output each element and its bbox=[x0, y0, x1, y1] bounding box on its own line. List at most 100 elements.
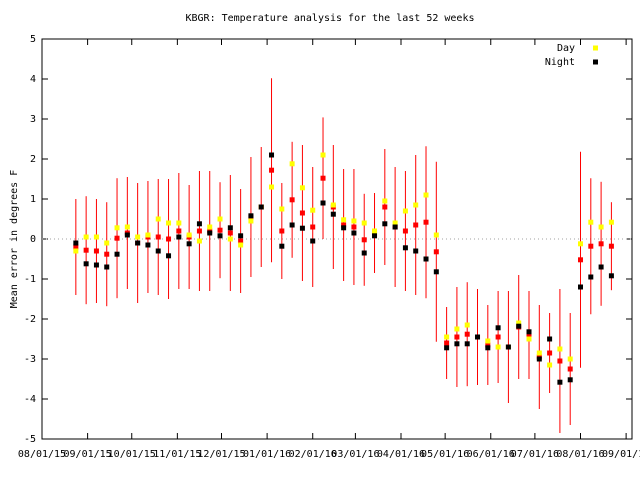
data-point bbox=[598, 224, 604, 230]
x-tick-label: 06/01/16 bbox=[467, 449, 515, 460]
data-point bbox=[588, 274, 594, 280]
data-point bbox=[444, 340, 450, 346]
data-point bbox=[299, 210, 305, 216]
data-point bbox=[320, 152, 326, 158]
data-point bbox=[166, 220, 172, 226]
x-tick-label: 12/01/15 bbox=[197, 449, 245, 460]
data-point bbox=[320, 200, 326, 206]
data-point bbox=[155, 248, 161, 254]
x-tick-label: 10/01/15 bbox=[108, 449, 156, 460]
data-point bbox=[248, 213, 254, 219]
data-point bbox=[444, 345, 450, 351]
data-point bbox=[73, 240, 79, 246]
data-point bbox=[114, 225, 120, 231]
data-point bbox=[372, 228, 378, 234]
data-point bbox=[361, 237, 367, 243]
data-point bbox=[341, 222, 347, 228]
x-tick-label: 01/01/16 bbox=[243, 449, 291, 460]
data-point bbox=[454, 326, 460, 332]
legend-marker bbox=[593, 45, 598, 51]
data-point bbox=[547, 350, 553, 356]
data-point bbox=[372, 233, 378, 239]
data-point bbox=[413, 222, 419, 228]
data-point bbox=[269, 184, 275, 190]
data-point bbox=[402, 245, 408, 251]
data-point bbox=[217, 216, 223, 222]
data-point bbox=[135, 240, 141, 246]
data-point bbox=[217, 227, 223, 233]
data-point bbox=[114, 235, 120, 241]
data-point bbox=[279, 243, 285, 249]
data-point bbox=[547, 362, 553, 368]
data-point bbox=[186, 232, 192, 238]
legend-marker bbox=[593, 59, 598, 65]
x-tick-label: 04/01/16 bbox=[377, 449, 425, 460]
data-point bbox=[330, 202, 336, 208]
data-point bbox=[196, 221, 202, 227]
data-point bbox=[567, 366, 573, 372]
x-tick-label: 03/01/16 bbox=[331, 449, 379, 460]
x-tick-label: 08/01/15 bbox=[18, 449, 66, 460]
data-point bbox=[423, 219, 429, 225]
data-point bbox=[536, 350, 542, 356]
data-point bbox=[402, 208, 408, 214]
data-point bbox=[341, 217, 347, 223]
data-point bbox=[310, 238, 316, 244]
legend-label: Day bbox=[557, 43, 575, 54]
x-tick-label: 07/01/16 bbox=[511, 449, 559, 460]
y-tick-label: 2 bbox=[30, 154, 36, 165]
data-point bbox=[124, 232, 130, 238]
data-point bbox=[145, 242, 151, 248]
data-point bbox=[588, 219, 594, 225]
data-point bbox=[608, 243, 614, 249]
data-point bbox=[83, 261, 89, 267]
y-tick-label: 0 bbox=[30, 234, 36, 245]
data-point bbox=[402, 228, 408, 234]
data-point bbox=[516, 320, 522, 326]
data-point bbox=[196, 228, 202, 234]
data-point bbox=[299, 185, 305, 191]
data-point bbox=[238, 233, 244, 239]
data-point bbox=[320, 175, 326, 181]
data-point bbox=[217, 233, 223, 239]
data-point bbox=[93, 234, 99, 240]
data-point bbox=[598, 241, 604, 247]
data-point bbox=[186, 241, 192, 247]
data-point bbox=[475, 334, 481, 340]
data-point bbox=[526, 332, 532, 338]
data-point bbox=[598, 264, 604, 270]
data-point bbox=[557, 358, 563, 364]
data-point bbox=[269, 167, 275, 173]
data-point bbox=[248, 218, 254, 224]
data-point bbox=[413, 248, 419, 254]
data-point bbox=[207, 230, 213, 236]
data-point bbox=[104, 251, 110, 257]
data-point bbox=[526, 329, 532, 335]
data-point bbox=[557, 346, 563, 352]
y-tick-label: 3 bbox=[30, 114, 36, 125]
data-point bbox=[227, 225, 233, 231]
y-tick-label: -3 bbox=[24, 354, 36, 365]
data-point bbox=[166, 236, 172, 242]
y-tick-label: 5 bbox=[30, 34, 36, 45]
data-point bbox=[289, 197, 295, 203]
data-point bbox=[104, 264, 110, 270]
data-point bbox=[73, 244, 79, 250]
data-point bbox=[330, 211, 336, 217]
data-point bbox=[433, 232, 439, 238]
data-point bbox=[423, 256, 429, 262]
data-point bbox=[567, 377, 573, 383]
x-tick-label: 05/01/16 bbox=[421, 449, 469, 460]
data-point bbox=[495, 334, 501, 340]
y-tick-label: 1 bbox=[30, 194, 36, 205]
data-point bbox=[155, 234, 161, 240]
y-tick-label: -2 bbox=[24, 314, 36, 325]
y-tick-label: -5 bbox=[24, 434, 36, 445]
data-point bbox=[536, 356, 542, 362]
data-point bbox=[227, 230, 233, 236]
data-point bbox=[351, 230, 357, 236]
data-point bbox=[392, 224, 398, 230]
data-point bbox=[454, 334, 460, 340]
data-point bbox=[464, 341, 470, 347]
